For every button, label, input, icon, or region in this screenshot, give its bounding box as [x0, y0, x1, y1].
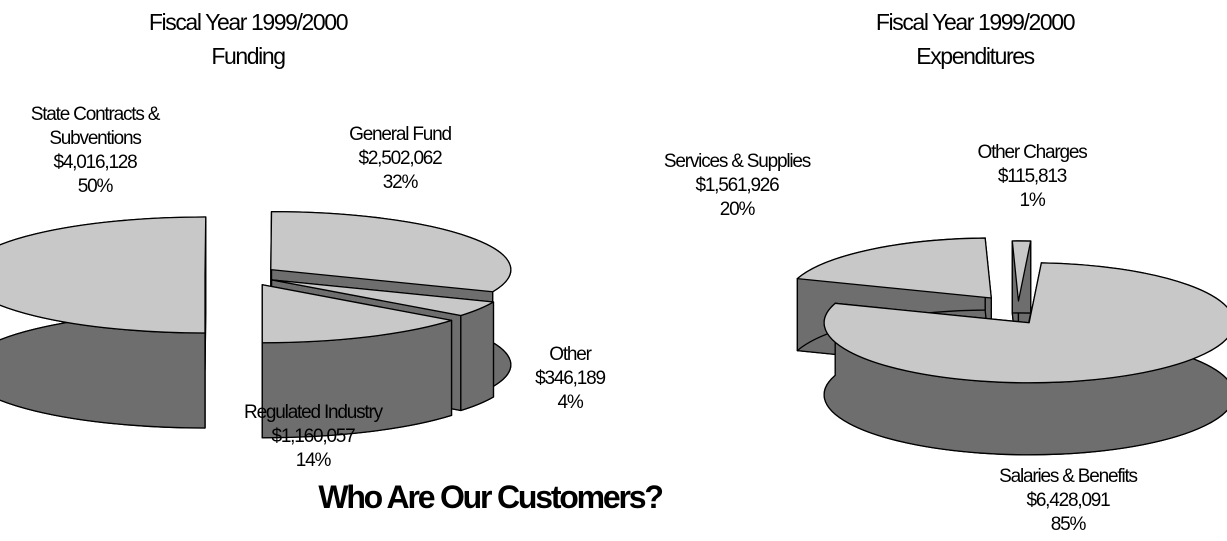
category-label: Services & Supplies — [664, 151, 811, 172]
percent-label: 20% — [720, 199, 756, 220]
slice-top — [796, 237, 992, 299]
value-label: $115,813 — [998, 166, 1067, 187]
value-label: $6,428,091 — [1026, 490, 1110, 511]
slice-top — [823, 262, 1227, 384]
value-label: $2,502,062 — [358, 148, 442, 169]
chart-title: Fiscal Year 1999/2000 — [149, 9, 348, 35]
category-label: Other — [549, 344, 592, 365]
slice-label: State Contracts & Subventions $4,016,128 50… — [31, 104, 161, 197]
slice — [261, 284, 453, 439]
value-label: $1,561,926 — [695, 175, 779, 196]
slices — [0, 210, 1227, 456]
slice-top — [261, 284, 453, 344]
chart-title: Fiscal Year 1999/2000 — [876, 9, 1075, 35]
slice-label: Regulated Industry $1,160,057 14% — [244, 402, 384, 471]
category-label: State Contracts & Subventions — [31, 104, 161, 149]
slice-label: Services & Supplies $1,561,926 20% — [664, 151, 811, 220]
category-label: Regulated Industry — [244, 402, 384, 423]
heading: Who Are Our Customers? — [318, 479, 662, 515]
chart-subtitle: Expenditures — [916, 43, 1034, 69]
slice-label: Other Charges $115,813 1% — [977, 142, 1087, 211]
percent-label: 32% — [383, 172, 419, 193]
slice — [823, 262, 1227, 456]
value-label: $1,160,057 — [271, 426, 355, 447]
slice-label: General Fund $2,502,062 32% — [349, 124, 451, 193]
category-label: Other Charges — [977, 142, 1087, 163]
percent-label: 85% — [1051, 514, 1087, 535]
percent-label: 1% — [1019, 190, 1045, 211]
percent-label: 4% — [557, 392, 583, 413]
percent-label: 14% — [296, 450, 332, 471]
slice-wall — [460, 301, 495, 412]
category-label: Salaries & Benefits — [999, 466, 1137, 487]
slice-top — [270, 210, 512, 293]
slice-label: Other $346,189 4% — [535, 344, 605, 413]
slice-label: Salaries & Benefits $6,428,091 85% — [999, 466, 1137, 535]
labels: State Contracts & Subventions $4,016,128 50… — [31, 104, 1139, 535]
category-label-line: State Contracts & — [31, 104, 161, 125]
slice — [0, 216, 207, 429]
slice-top — [270, 279, 495, 317]
chart-subtitle: Funding — [211, 43, 285, 69]
category-label-line: Subventions — [49, 128, 141, 149]
value-label: $346,189 — [535, 368, 605, 389]
slice-top — [0, 216, 207, 334]
category-label: General Fund — [349, 124, 451, 145]
value-label: $4,016,128 — [53, 152, 137, 173]
slice-top — [1011, 240, 1032, 302]
percent-label: 50% — [78, 176, 114, 197]
